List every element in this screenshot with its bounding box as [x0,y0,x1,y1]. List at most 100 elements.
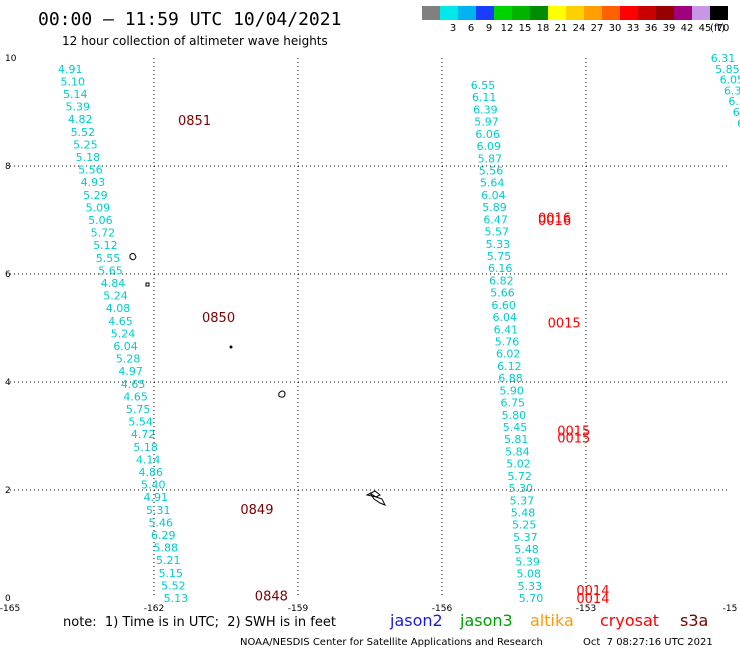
wave-height-label: 5.72 [91,227,116,240]
x-tick-label: -159 [288,604,309,614]
legend-tick-label: 39 [663,23,676,34]
wave-height-label: 5.85 [715,63,740,76]
legend-color-box [638,6,656,20]
legend-color-box [710,6,728,20]
wave-height-label: 6.24 [728,95,740,108]
pass-time-label: 0014 [576,592,609,607]
pass-time-label: 0014 [576,584,609,599]
wave-height-label: 5.70 [519,592,544,605]
wave-height-label: 5.37 [510,494,534,507]
satellite-name: jason3 [459,611,513,630]
legend-color-box [422,6,440,20]
wave-height-label: 4.91 [58,63,83,76]
wave-height-label: 5.28 [116,353,141,366]
wave-height-label: 5.87 [478,152,503,165]
pass-time-label: 0849 [240,503,273,518]
wave-height-label: 6.60 [491,299,516,312]
wave-height-label: 4.86 [138,466,163,479]
wave-height-label: 5.88 [154,542,179,555]
wave-height-label: 6.31 [711,52,736,65]
wave-height-label: 6.06 [475,128,500,141]
legend-color-box [494,6,512,20]
island-french-frigate [229,345,233,349]
graticule-grid [10,58,730,598]
pass-time-label: 0016 [538,214,571,229]
legend-tick-label: 21 [555,23,568,34]
wave-height-label: 5.29 [83,189,108,202]
wave-height-label: 5.08 [517,568,542,581]
wave-height-label: 6.29 [151,529,176,542]
legend-color-box [458,6,476,20]
wave-height-label: 6.12 [497,360,521,373]
wave-height-label: 6.35 [724,84,740,97]
island-kauai [278,390,286,398]
land-outlines [129,252,387,506]
latitude-tick-labels: 0 2 4 6 8 10 [5,54,17,604]
track-3: 6.315.856.056.356.246.256.085.835.675.84… [711,52,740,130]
footer-note: note: 1) Time is in UTC; 2) SWH is in fe… [63,615,336,630]
wave-height-label: 5.65 [98,264,123,277]
wave-height-label: 4.84 [101,277,126,290]
x-tick-label: -165 [0,604,20,614]
legend-tick-label: 27 [591,23,604,34]
wave-height-label: 5.55 [96,252,121,265]
legend-tick-label: 12 [501,23,514,34]
satellite-name: cryosat [600,611,659,630]
y-tick-label: 6 [5,270,11,280]
island-oahu [365,490,381,498]
wave-height-label: 6.75 [501,397,526,410]
wave-height-label: 5.56 [78,164,103,177]
wave-height-label: 5.52 [71,126,96,139]
wave-height-label: 5.10 [61,75,85,88]
wave-height-label: 5.37 [513,531,538,544]
legend-color-box [476,6,494,20]
wave-height-label: 6.39 [473,103,498,116]
wave-height-label: 5.75 [126,403,151,416]
x-tick-label: -15 [723,604,738,614]
wave-height-label: 5.33 [486,238,511,251]
legend-color-box [440,6,458,20]
wave-height-label: 5.18 [133,441,158,454]
wave-height-label: 5.24 [111,327,136,340]
legend-tick-label: 6 [468,23,474,34]
wave-height-label: 5.39 [515,555,540,568]
wave-height-label: 6.11 [472,91,497,104]
wave-height-label: 5.48 [511,507,536,520]
wave-height-label: 5.24 [103,290,128,303]
wave-height-label: 5.76 [495,336,520,349]
legend-tick-label: 42 [681,23,694,34]
wave-height-label: 5.54 [128,416,153,429]
legend-tick-label: 36 [645,23,658,34]
wave-height-label: 6.55 [471,79,496,92]
legend-tick-label: 33 [627,23,640,34]
wave-height-label: 5.66 [490,287,515,300]
legend-tick-label: 45 [699,23,712,34]
wave-height-label: 5.89 [482,201,507,214]
wave-height-label: 6.25 [733,106,740,119]
wave-height-label: 4.72 [131,428,156,441]
island-nihoa [129,252,137,261]
wave-height-label: 6.04 [481,189,506,202]
legend-color-box [692,6,710,20]
legend-color-box [566,6,584,20]
wave-height-label: 5.75 [487,250,512,263]
wave-height-label: 4.14 [136,453,161,466]
island-big-island [369,492,387,506]
y-tick-label: 0 [5,594,11,604]
x-tick-label: -162 [144,604,164,614]
wave-height-label: 5.45 [503,421,528,434]
wave-height-label: 6.02 [496,348,521,361]
legend-color-box [512,6,530,20]
legend-color-box [602,6,620,20]
wave-height-label: 5.02 [506,458,531,471]
pass-time-label: 0848 [255,589,288,604]
altimeter-tracks: 4.915.105.145.394.825.525.255.185.564.93… [58,52,740,607]
wave-height-label: 6.47 [483,213,508,226]
wave-height-label: 5.52 [161,579,186,592]
legend-color-box [620,6,638,20]
pass-time-label: 0015 [557,425,590,440]
pass-time-label: 0016 [538,211,571,226]
legend-tick-label: 3 [450,23,456,34]
legend-tick-label: 24 [573,23,586,34]
wave-height-label: 5.57 [485,226,510,239]
